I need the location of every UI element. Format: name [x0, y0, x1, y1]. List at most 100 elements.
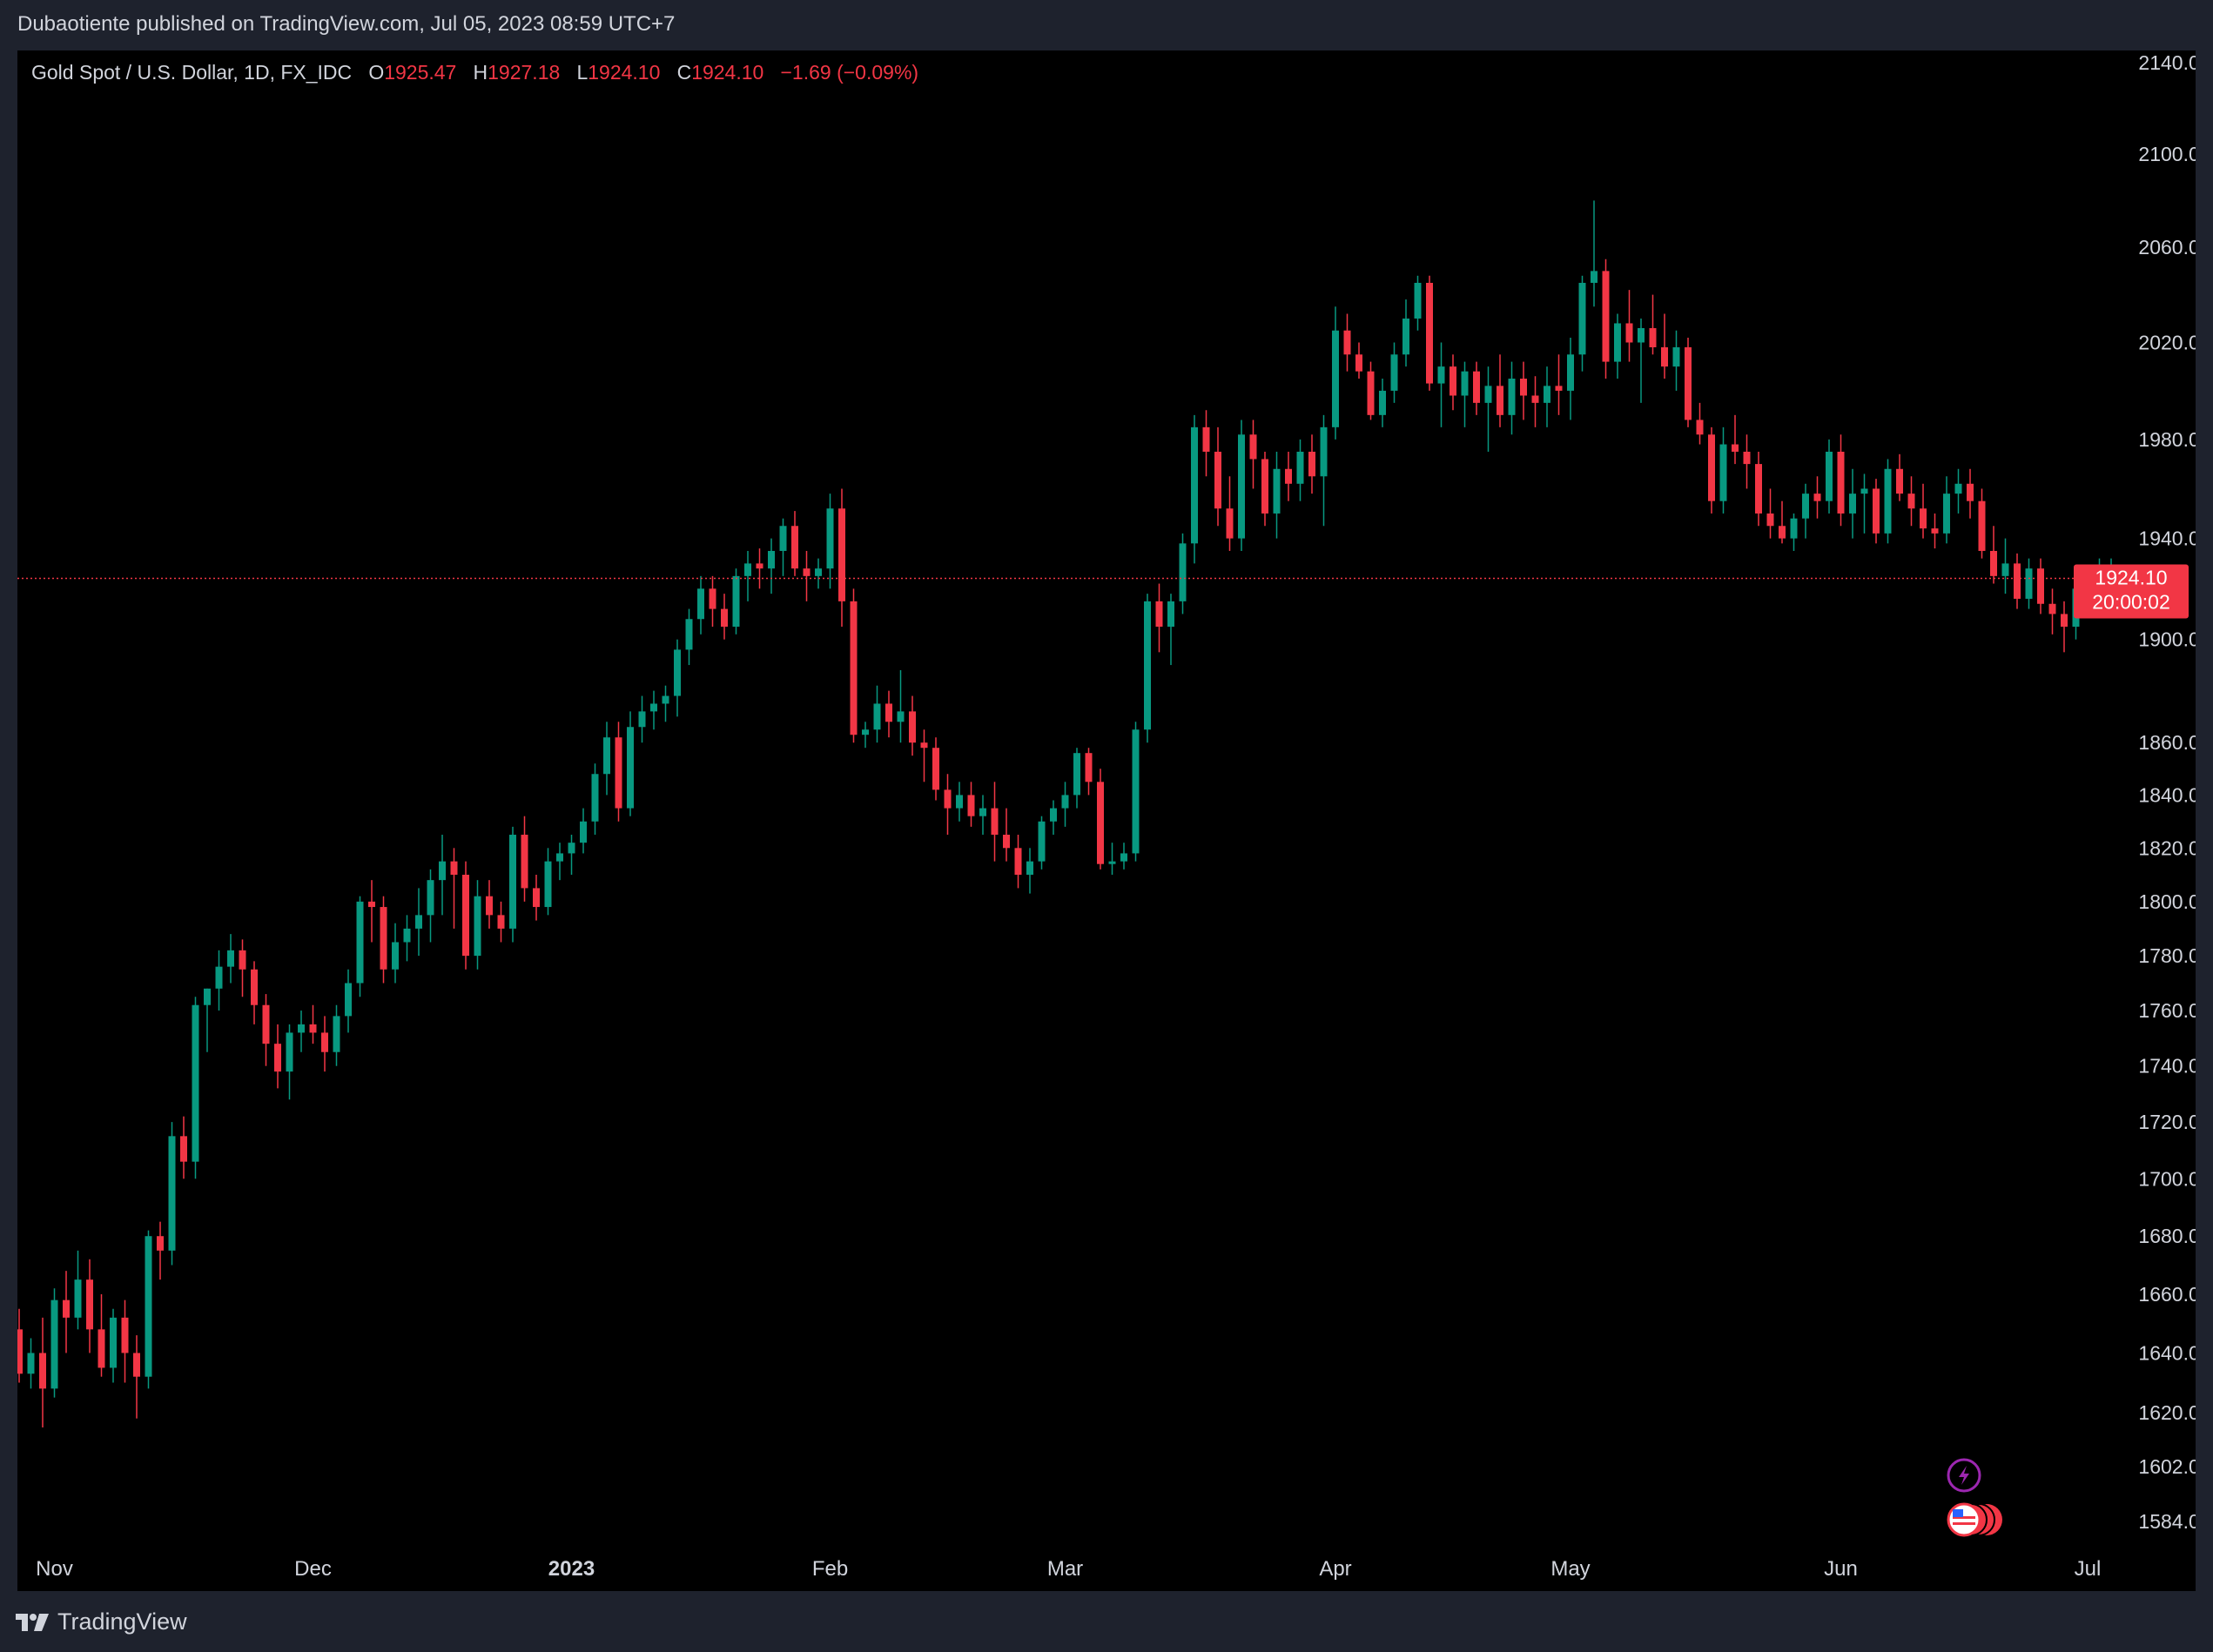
close-label: C: [676, 61, 692, 84]
price-tick-label: 1680.00: [2138, 1225, 2196, 1247]
candle-body: [1967, 483, 1974, 501]
candlestick-chart[interactable]: 2140.00 2100.00 2060.00 2020.00 1980.00 1940.…: [17, 50, 2196, 1591]
price-tick-label: 1620.00: [2138, 1401, 2196, 1424]
candle-body: [1332, 330, 1339, 427]
candle-body: [1144, 601, 1151, 730]
candle-body: [1520, 379, 1527, 396]
candle: [1097, 769, 1104, 870]
candle-body: [744, 563, 751, 576]
candle-body: [603, 737, 610, 775]
candle: [1296, 439, 1304, 501]
candle: [615, 722, 622, 822]
candle-body: [1238, 434, 1245, 539]
candle-body: [768, 550, 775, 569]
candle: [1555, 354, 1563, 415]
price-tick-label: 2100.00: [2138, 143, 2196, 165]
price-axis[interactable]: 2140.00 2100.00 2060.00 2020.00 1980.00 1940.…: [2138, 51, 2196, 1533]
candle-body: [392, 942, 399, 970]
candle-body: [1826, 451, 1833, 501]
price-tick-label: 1980.00: [2138, 428, 2196, 451]
symbol-legend[interactable]: Gold Spot / U.S. Dollar, 1D, FX_IDC O192…: [31, 61, 918, 84]
close-value: 1924.10: [691, 61, 764, 84]
candle-body: [591, 774, 599, 822]
candle: [2025, 558, 2033, 609]
price-tick-label: 1660.00: [2138, 1283, 2196, 1306]
candle-body: [1191, 426, 1198, 544]
candle: [180, 1116, 187, 1179]
candle-body: [27, 1353, 35, 1374]
candle-body: [321, 1032, 328, 1052]
high-label: H: [473, 61, 488, 84]
candle: [944, 774, 952, 836]
time-axis[interactable]: Nov Dec 2023 Feb Mar Apr May Jun Jul: [36, 1557, 2101, 1581]
low-value: 1924.10: [588, 61, 661, 84]
candle: [803, 550, 811, 601]
candle-body: [1167, 601, 1174, 628]
candle-body: [650, 703, 657, 712]
time-tick-label: Nov: [36, 1557, 73, 1581]
price-tick-label: 1584.00: [2138, 1510, 2196, 1533]
candle: [1990, 526, 1997, 584]
candle: [2037, 558, 2044, 614]
candle: [1273, 451, 1281, 539]
candle: [779, 518, 787, 576]
candle: [1473, 361, 1480, 415]
time-tick-label: Dec: [294, 1557, 332, 1581]
candle: [1144, 594, 1151, 743]
candle: [1497, 354, 1503, 427]
candle: [1708, 426, 1715, 514]
candle-body: [1108, 861, 1116, 864]
candle: [1450, 354, 1456, 411]
candle: [721, 594, 728, 640]
candle: [1544, 366, 1550, 427]
candle-body: [1766, 513, 1774, 527]
candle-body: [1155, 601, 1163, 628]
candle: [815, 558, 822, 589]
chart-area[interactable]: 2140.00 2100.00 2060.00 2020.00 1980.00 1940.…: [17, 50, 2196, 1591]
candle-body: [1755, 464, 1762, 514]
candle-body: [885, 703, 892, 722]
candle: [1860, 473, 1868, 534]
candle: [1367, 361, 1375, 420]
candle-body: [50, 1299, 58, 1389]
candle-body: [1931, 528, 1939, 534]
candle: [1943, 476, 1950, 544]
candle: [1614, 313, 1621, 379]
candle: [768, 538, 775, 594]
candle: [1073, 748, 1080, 809]
candle-body: [368, 901, 375, 908]
candle: [227, 934, 234, 984]
candle: [427, 869, 434, 943]
tradingview-logo-icon: [16, 1613, 49, 1631]
candle: [1085, 748, 1093, 796]
candle: [239, 939, 246, 997]
candle: [439, 835, 446, 916]
candle-body: [1638, 327, 1645, 343]
candle-body: [39, 1353, 46, 1389]
candle: [1214, 426, 1221, 527]
candle: [838, 488, 845, 628]
candle-body: [17, 1329, 23, 1374]
candle: [709, 575, 716, 628]
price-tick-label: 1800.00: [2138, 890, 2196, 913]
tradingview-logo[interactable]: TradingView: [16, 1608, 187, 1635]
candle-body: [1285, 468, 1292, 484]
candle: [1355, 342, 1362, 379]
candle-body: [192, 1004, 199, 1162]
candle: [98, 1293, 105, 1377]
candle: [2048, 588, 2056, 635]
candle-body: [1473, 371, 1480, 403]
price-tick-label: 1700.00: [2138, 1167, 2196, 1190]
candle-body: [462, 874, 469, 957]
candle: [991, 782, 999, 862]
candle-body: [1226, 508, 1234, 539]
candle: [568, 835, 575, 875]
lightning-icon[interactable]: [1947, 1458, 1981, 1493]
candle-body: [262, 1004, 270, 1044]
candle: [1261, 451, 1268, 527]
price-tick-label: 1900.00: [2138, 628, 2196, 651]
candle-body: [697, 588, 704, 620]
candle-body: [1484, 386, 1492, 403]
candle-body: [1567, 354, 1574, 391]
us-flag-icon[interactable]: [1947, 1502, 2002, 1537]
